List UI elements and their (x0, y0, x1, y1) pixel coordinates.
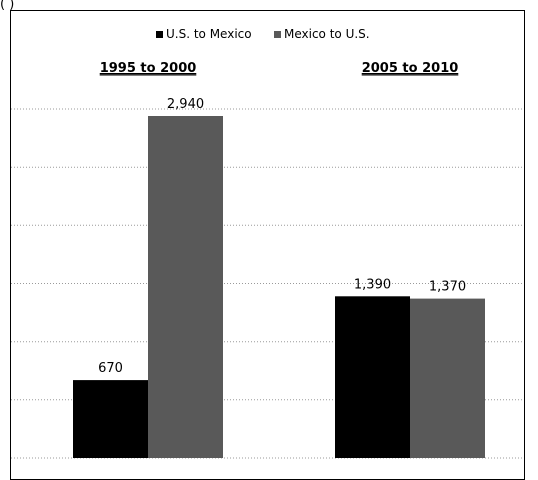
value-label: 2,940 (167, 97, 204, 112)
bar-u-s-to-mexico-1 (335, 296, 410, 458)
group-label-1995-2000: 1995 to 2000 (100, 61, 197, 76)
bars (73, 116, 485, 458)
value-label: 1,370 (429, 280, 466, 295)
cropped-caption-fragment: ( ) (0, 0, 15, 10)
bar-mexico-to-u-s-0 (148, 116, 223, 458)
legend-swatch-us-to-mexico (156, 31, 163, 38)
legend-label-us-to-mexico: U.S. to Mexico (166, 27, 252, 41)
bar-u-s-to-mexico-0 (73, 380, 148, 458)
value-label: 670 (98, 361, 123, 376)
legend: U.S. to Mexico Mexico to U.S. (156, 27, 370, 41)
value-labels: 670 2,940 1,390 1,370 (98, 97, 466, 376)
group-label-2005-2010: 2005 to 2010 (362, 61, 459, 76)
legend-label-mexico-to-us: Mexico to U.S. (284, 27, 370, 41)
legend-swatch-mexico-to-us (274, 31, 281, 38)
bar-mexico-to-u-s-1 (410, 298, 485, 458)
value-label: 1,390 (354, 277, 391, 292)
